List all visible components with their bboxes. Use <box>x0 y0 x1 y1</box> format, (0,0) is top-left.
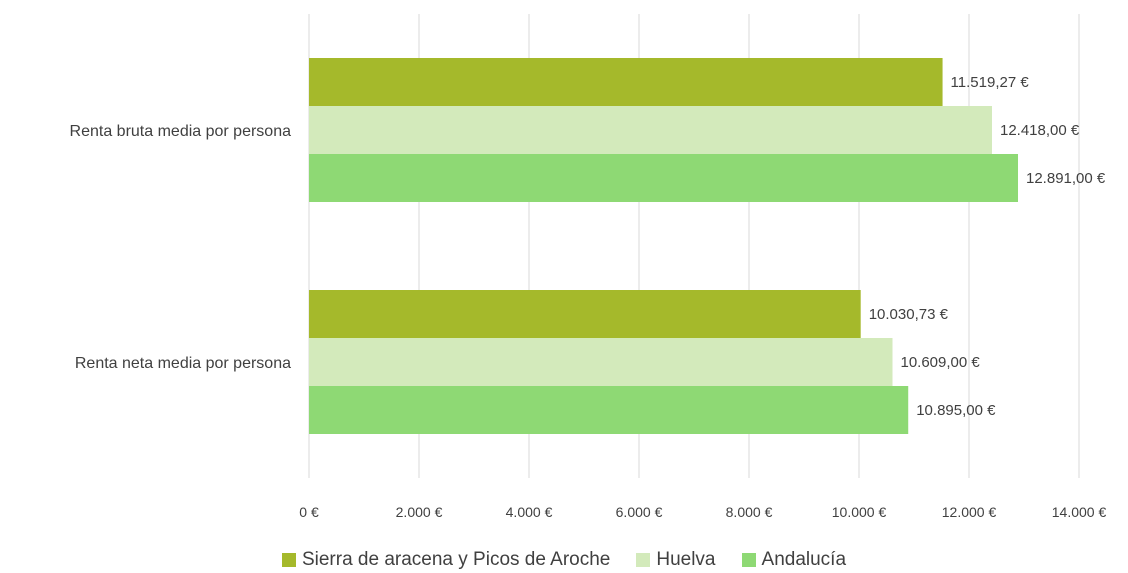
x-tick-label-5: 10.000 € <box>832 504 887 520</box>
bar-chart: 11.519,27 € 12.418,00 € 12.891,00 € 10.030,… <box>70 14 1106 520</box>
data-label-huelva-1: 10.609,00 € <box>900 354 980 371</box>
bar-huelva-1 <box>309 338 893 386</box>
bar-sierra-de-aracena-y-picos-de-aroche-1 <box>309 290 861 338</box>
bar-sierra-de-aracena-y-picos-de-aroche-0 <box>309 58 943 106</box>
bars <box>309 58 1019 434</box>
legend-label-sierra: Sierra de aracena y Picos de Aroche <box>301 548 611 570</box>
legend-swatch-sierra <box>281 552 296 567</box>
bar-andalucia-0 <box>309 154 1019 202</box>
x-tick-label-4: 8.000 € <box>726 504 773 520</box>
data-label-sierra-de-aracena-y-picos-de-aroche-1: 10.030,73 € <box>869 306 949 323</box>
bar-andalucia-1 <box>309 386 909 434</box>
legend-item-huelva: Huelva <box>636 548 716 571</box>
data-label-andalucia-1: 10.895,00 € <box>916 402 996 419</box>
legend-label-huelva: Huelva <box>656 548 716 570</box>
x-tick-label-1: 2.000 € <box>396 504 443 520</box>
x-tick-label-0: 0 € <box>299 504 319 520</box>
x-tick-label-3: 6.000 € <box>616 504 663 520</box>
bar-huelva-0 <box>309 106 992 154</box>
legend: Sierra de aracena y Picos de Aroche Huel… <box>0 546 1128 573</box>
legend-item-sierra: Sierra de aracena y Picos de Aroche <box>281 548 611 571</box>
legend-item-andalucia: Andalucía <box>741 548 847 571</box>
category-label-0: Renta bruta media por persona <box>70 123 292 140</box>
x-tick-label-7: 14.000 € <box>1052 504 1107 520</box>
x-tick-label-2: 4.000 € <box>506 504 553 520</box>
data-label-sierra-de-aracena-y-picos-de-aroche-0: 11.519,27 € <box>951 74 1030 91</box>
data-label-andalucia-0: 12.891,00 € <box>1026 170 1106 187</box>
x-tick-label-6: 12.000 € <box>942 504 997 520</box>
legend-swatch-andalucia <box>741 552 756 567</box>
x-axis-ticks: 0 € 2.000 € 4.000 € 6.000 € 8.000 € 10.000 € 1… <box>299 504 1106 520</box>
category-labels: Renta bruta media por persona Renta neta … <box>70 123 292 372</box>
legend-label-andalucia: Andalucía <box>761 548 847 570</box>
data-labels: 11.519,27 € 12.418,00 € 12.891,00 € 10.030,… <box>869 74 1106 419</box>
data-label-huelva-0: 12.418,00 € <box>1000 122 1080 139</box>
category-label-1: Renta neta media por persona <box>75 355 291 372</box>
legend-swatch-huelva <box>636 552 651 567</box>
